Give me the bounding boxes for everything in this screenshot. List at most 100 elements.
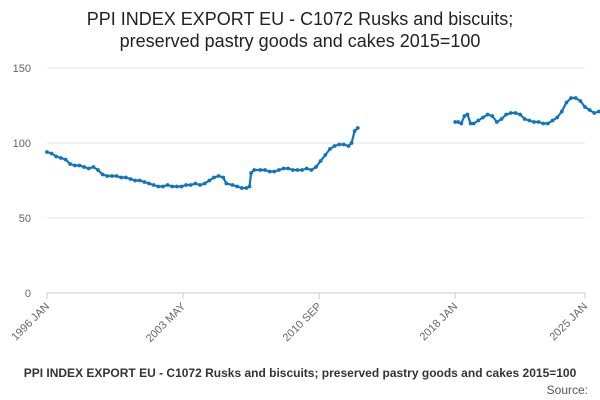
data-point <box>147 181 151 186</box>
data-point <box>459 121 464 126</box>
data-point <box>323 153 328 157</box>
data-point <box>128 177 133 181</box>
data-point <box>508 111 513 115</box>
data-point <box>578 99 583 103</box>
data-point <box>485 112 490 117</box>
data-point <box>522 117 527 121</box>
data-point <box>63 157 68 162</box>
data-point <box>174 184 179 189</box>
data-point <box>281 166 286 171</box>
data-point <box>59 156 63 160</box>
data-point <box>68 162 73 166</box>
data-point <box>188 183 193 187</box>
y-tick-label: 50 <box>19 213 31 225</box>
grid-lines <box>47 67 585 219</box>
data-point <box>304 166 309 171</box>
data-point <box>300 168 304 172</box>
x-axis-tick-labels: 1996 JAN 2003 MAY 2010 SEP 2018 JAN 2025 JAN <box>9 300 590 345</box>
data-point <box>137 178 142 183</box>
data-point <box>476 118 481 123</box>
data-point <box>352 129 357 133</box>
data-point <box>465 112 470 117</box>
data-point <box>239 186 244 190</box>
series-line <box>46 127 359 190</box>
data-point <box>244 186 249 190</box>
data-point <box>504 112 509 117</box>
data-point <box>119 175 124 180</box>
data-point <box>314 165 318 169</box>
data-point <box>471 121 476 126</box>
data-point <box>91 165 96 169</box>
data-point <box>221 175 226 180</box>
data-point <box>133 178 138 183</box>
data-point <box>559 109 564 114</box>
data-point <box>96 168 100 172</box>
x-tick-label: 2018 JAN <box>418 301 461 344</box>
data-point <box>532 120 536 124</box>
data-point <box>337 142 342 147</box>
data-point <box>263 168 267 172</box>
data-point <box>230 183 235 187</box>
data-point <box>54 154 59 159</box>
x-tick-label: 2025 JAN <box>547 301 590 344</box>
data-point <box>224 181 229 186</box>
data-point <box>184 183 189 187</box>
data-point <box>151 183 156 187</box>
y-axis-tick-labels: 0 50 100 150 <box>13 63 31 300</box>
data-point <box>564 100 569 105</box>
data-point <box>77 163 82 168</box>
data-point <box>355 126 360 130</box>
data-point <box>193 181 198 186</box>
data-point <box>550 118 555 123</box>
data-point <box>295 168 300 172</box>
data-point <box>161 184 165 189</box>
data-point <box>481 115 485 120</box>
data-point <box>212 175 216 180</box>
data-point <box>202 181 207 186</box>
x-axis <box>46 292 586 299</box>
data-point <box>341 142 346 147</box>
data-point <box>114 174 119 178</box>
data-point <box>587 108 592 112</box>
data-point <box>597 109 600 114</box>
data-point <box>198 183 202 187</box>
data-point <box>216 174 221 178</box>
data-point <box>267 169 272 174</box>
data-point <box>100 172 105 177</box>
data-point <box>499 117 504 121</box>
data-point <box>494 120 499 124</box>
data-point <box>453 120 458 124</box>
chart-title: PPI INDEX EXPORT EU - C1072 Rusks and bi… <box>0 8 600 52</box>
data-point <box>123 175 128 180</box>
data-point <box>45 150 49 154</box>
data-point <box>290 168 295 172</box>
data-point <box>328 147 332 151</box>
data-point <box>86 166 91 171</box>
data-point <box>545 121 550 126</box>
data-point <box>536 120 541 124</box>
data-point <box>249 171 253 175</box>
data-point <box>573 96 578 100</box>
data-point <box>258 168 263 172</box>
data-point <box>309 168 314 172</box>
data-point <box>318 159 323 163</box>
data-point <box>286 166 291 171</box>
data-point <box>583 105 587 109</box>
data-point <box>142 180 147 184</box>
y-tick-label: 100 <box>13 138 31 150</box>
data-point <box>527 118 532 123</box>
series-ppi-index <box>45 96 600 190</box>
y-tick-label: 150 <box>13 63 31 75</box>
footer-title-text: PPI INDEX EXPORT EU - C1072 Rusks and bi… <box>23 366 577 380</box>
data-point <box>247 184 252 189</box>
data-point <box>346 144 351 148</box>
data-point <box>456 120 461 124</box>
data-point <box>592 111 597 115</box>
data-point <box>490 114 495 118</box>
data-point <box>170 184 175 189</box>
chart-title-line-2: preserved pastry goods and cakes 2015=10… <box>119 31 481 51</box>
source-label: Source: <box>546 383 588 397</box>
footer-chart-title: PPI INDEX EXPORT EU - C1072 Rusks and bi… <box>0 366 600 380</box>
data-point <box>569 96 573 100</box>
